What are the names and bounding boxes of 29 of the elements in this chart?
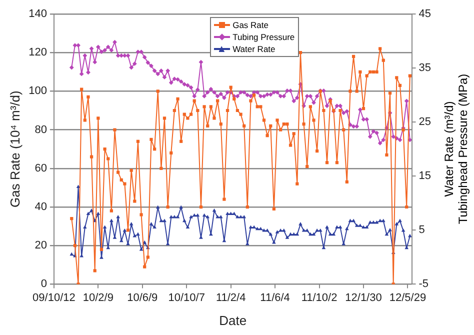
x-tick-label: 10/2/9 bbox=[82, 292, 114, 304]
y2-tick-label: 35 bbox=[418, 62, 432, 74]
x-tick-label: 12/1/30 bbox=[345, 292, 382, 304]
x-axis-title: Date bbox=[219, 312, 247, 328]
legend-label: Gas Rate bbox=[232, 19, 268, 31]
y-tick-label: 80 bbox=[34, 124, 47, 136]
y-tick-label: 60 bbox=[34, 162, 47, 174]
x-tick-label: 11/10/2 bbox=[301, 292, 338, 304]
x-tick-label: 10/6/9 bbox=[127, 292, 158, 304]
y2-tick-label: 15 bbox=[418, 170, 432, 182]
y2-axis-title: Water Rate (m³/d) Tubinghead Pressure (MPa) bbox=[442, 74, 470, 224]
x-tick-label: 11/6/4 bbox=[260, 292, 290, 304]
y-axis-title: Gas Rate (10⁴ m³/d) bbox=[7, 90, 22, 208]
legend-label: Water Rate bbox=[232, 43, 276, 55]
x-tick-label: 10/10/7 bbox=[168, 292, 205, 304]
y-tick-label: 120 bbox=[28, 46, 47, 59]
y2-tick-label: 45 bbox=[418, 8, 432, 20]
x-tick-label: 09/10/12 bbox=[32, 292, 76, 304]
y-tick-label: 0 bbox=[40, 278, 47, 290]
legend-label: Tubing Pressure bbox=[232, 31, 295, 43]
y2-tick-label: 5 bbox=[418, 224, 425, 236]
y-tick-label: 40 bbox=[34, 201, 47, 214]
y2-tick-label: -5 bbox=[418, 278, 429, 290]
y2-tick-label: 25 bbox=[418, 116, 432, 128]
y-tick-label: 100 bbox=[28, 85, 47, 98]
x-tick-label: 12/5/29 bbox=[389, 292, 426, 304]
y-tick-label: 140 bbox=[28, 8, 47, 20]
y-tick-label: 20 bbox=[34, 240, 47, 252]
x-tick-label: 11/2/4 bbox=[216, 292, 246, 304]
